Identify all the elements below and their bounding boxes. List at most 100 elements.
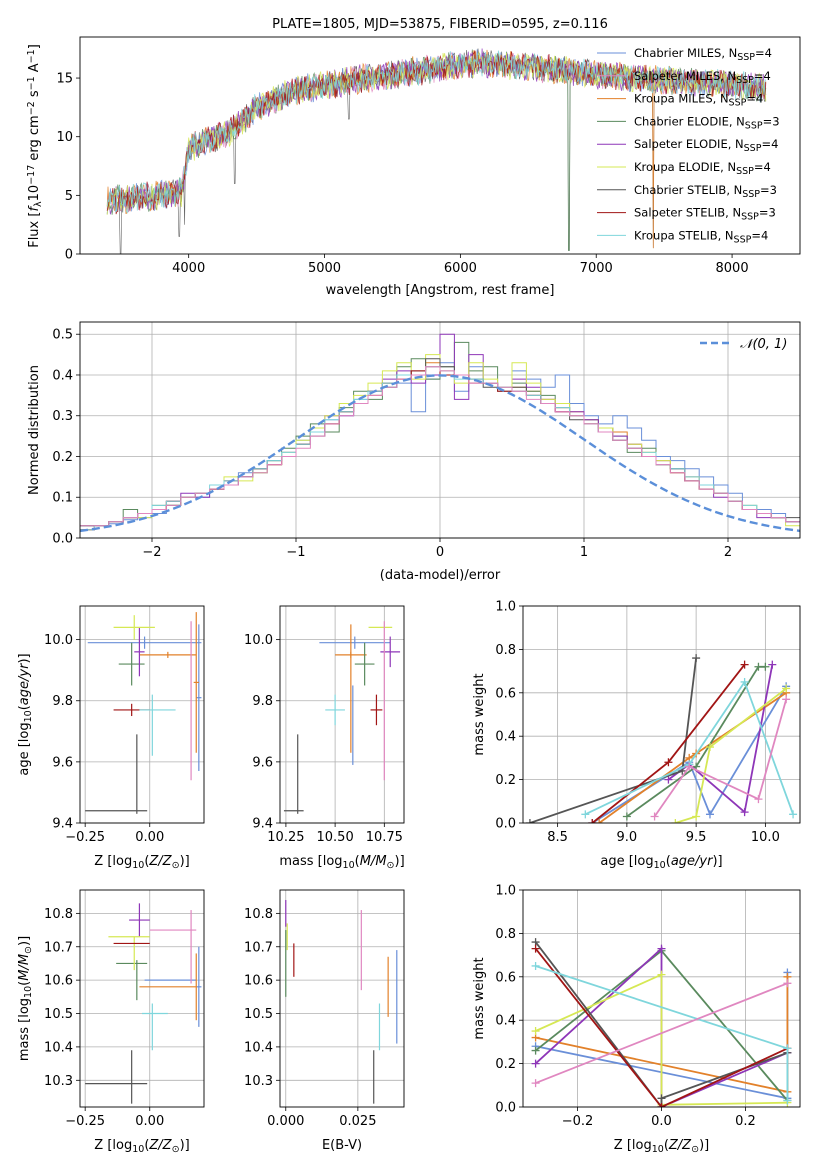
weight-series [581, 677, 798, 819]
legend: Chabrier MILES, NSSP=4 Salpeter MILES, NS… [597, 46, 780, 245]
weight-line [584, 680, 794, 816]
plus-marker [657, 1094, 666, 1103]
x-tick-label: 10.0 [751, 830, 780, 845]
y-tick-label: 0.8 [495, 643, 516, 658]
legend-entry: Chabrier MILES, NSSP=4 [634, 46, 772, 63]
spectrum-lines [106, 48, 767, 254]
y-tick-label: 0.4 [495, 730, 516, 745]
plus-marker [531, 1027, 540, 1036]
y-tick-label: 10.7 [244, 940, 273, 955]
y-axis-label: Normed distribution [27, 365, 42, 495]
x-tick-label: 0.00 [135, 1114, 164, 1129]
legend-entry: Salpeter MILES, NSSP=4 [634, 69, 771, 86]
y-tick-label: 1.0 [495, 884, 516, 899]
y-tick-label: 10.7 [44, 940, 73, 955]
y-tick-label: 0.8 [495, 927, 516, 942]
y-tick-label: 10.6 [244, 974, 273, 989]
y-tick-label: 0 [65, 248, 73, 263]
x-tick-label: −1 [286, 545, 305, 560]
weight-lines [531, 938, 792, 1107]
x-tick-label: 6000 [444, 261, 477, 276]
y-tick-label: 10.4 [244, 1040, 273, 1055]
y-tick-label: 1.0 [495, 600, 516, 615]
plus-marker [740, 677, 749, 686]
mass-vs-Z-panel: −0.25 0.00 10.3 10.4 10.5 10.6 10.7 10.8 Z [log1… [17, 889, 205, 1155]
weight-series [531, 979, 792, 1088]
axes-frame [522, 605, 801, 824]
weight-line [534, 941, 788, 1107]
x-tick-label: −0.25 [65, 830, 105, 845]
weight-series [650, 695, 791, 821]
x-tick-label: 0.0 [651, 1114, 672, 1129]
plus-marker [531, 1079, 540, 1088]
y-tick-label: 0.0 [495, 817, 516, 832]
y-axis-label: mass [log10(M/M⊙)] [17, 936, 34, 1061]
mass-vs-EBV-panel: 0.000 0.025 10.3 10.4 10.5 10.6 10.7 10.8 E(B-V) [244, 889, 405, 1153]
y-tick-label: 10.3 [44, 1074, 73, 1089]
axes-frame [79, 889, 205, 1108]
plus-marker [581, 810, 590, 819]
x-axis-label: Z [log10(Z/Z⊙)] [94, 1138, 189, 1155]
y-axis-label: Flux [fλ10−17 erg cm−2 s−1 A−1] [26, 44, 44, 248]
x-tick-label: −0.2 [562, 1114, 594, 1129]
axes-frame [279, 605, 405, 824]
y-axis-label: mass weight [472, 673, 487, 755]
data-point [370, 694, 383, 726]
y-tick-label: 10 [56, 130, 73, 145]
y-axis-label: age [log10(age/yr)] [17, 653, 34, 775]
x-tick-label: 4000 [172, 261, 205, 276]
plus-marker [525, 819, 534, 823]
plus-marker [531, 944, 540, 953]
legend-entry: Salpeter STELIB, NSSP=3 [634, 206, 776, 223]
weight-line [529, 657, 697, 823]
x-axis-label: (data-model)/error [380, 568, 501, 583]
spectrum-panel: 4000 5000 6000 7000 8000 0 5 10 15 PLATE=1805, MJ… [26, 17, 801, 298]
age-vs-mass-panel: 10.25 10.50 10.75 9.4 9.6 9.8 10.0 mass [log10(… [244, 605, 405, 871]
x-axis-label: age [log10(age/yr)] [600, 854, 722, 871]
y-tick-label: 0.0 [52, 532, 73, 547]
y-tick-label: 0.2 [495, 1057, 516, 1072]
weight-series [671, 684, 791, 823]
data-point [87, 636, 202, 649]
y-tick-label: 0.2 [495, 773, 516, 788]
x-tick-label: 0.025 [339, 1114, 376, 1129]
y-tick-label: 10.6 [44, 974, 73, 989]
weight-series [531, 938, 792, 1107]
y-axis-label: mass weight [472, 957, 487, 1039]
x-axis-label: E(B-V) [322, 1138, 362, 1153]
plus-marker [588, 819, 597, 823]
plus-marker [531, 961, 540, 970]
gaussian-curve [80, 374, 800, 533]
y-tick-label: 10.5 [244, 1007, 273, 1022]
data-point [196, 624, 202, 772]
y-tick-label: 0.1 [52, 491, 73, 506]
y-tick-label: 9.6 [52, 755, 73, 770]
weight-series [588, 660, 749, 823]
plus-marker [657, 1103, 666, 1107]
errorbars [283, 621, 401, 814]
plus-marker [664, 775, 673, 784]
legend-entry: Kroupa STELIB, NSSP=4 [634, 228, 768, 245]
x-tick-label: 0 [436, 545, 444, 560]
plus-marker [783, 1096, 792, 1105]
plus-marker [754, 662, 763, 671]
plus-marker [754, 795, 763, 804]
x-tick-label: 7000 [580, 261, 613, 276]
data-point [354, 642, 375, 686]
data-point [380, 636, 401, 668]
weight-line [535, 973, 788, 1106]
plus-marker [664, 758, 673, 767]
plus-marker [768, 660, 777, 669]
weight-line [675, 687, 787, 823]
x-axis-label: Z [log10(Z/Z⊙)] [94, 854, 189, 871]
errorbars [85, 612, 202, 814]
chart-title: PLATE=1805, MJD=53875, FIBERID=0595, z=0… [272, 17, 608, 32]
spectrum-line [106, 48, 767, 254]
plus-marker [705, 810, 714, 819]
data-point [113, 615, 155, 640]
y-tick-label: 0.6 [495, 686, 516, 701]
plus-marker [705, 743, 714, 752]
y-tick-label: 0.4 [495, 1014, 516, 1029]
x-tick-label: 10.75 [366, 830, 403, 845]
data-point [196, 946, 202, 1027]
